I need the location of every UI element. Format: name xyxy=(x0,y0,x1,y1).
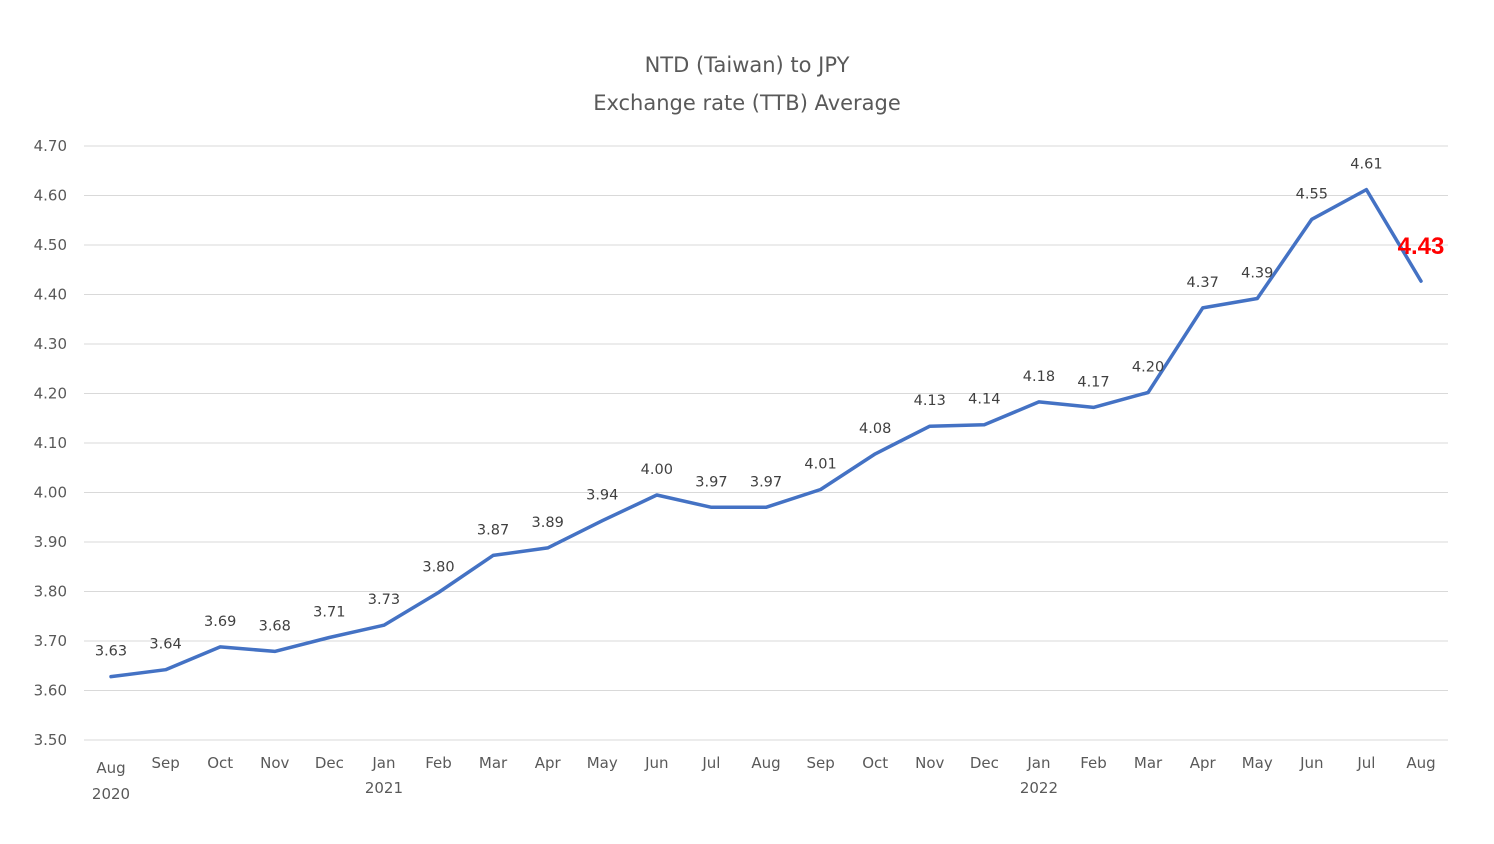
y-tick-label: 3.60 xyxy=(34,682,67,700)
data-label: 3.64 xyxy=(149,637,181,653)
x-year-label: 2020 xyxy=(92,785,130,803)
x-tick-label: Aug xyxy=(751,754,780,772)
data-label: 3.80 xyxy=(422,559,454,575)
data-label: 4.39 xyxy=(1241,265,1273,281)
data-label: 4.17 xyxy=(1077,374,1109,390)
x-tick-label: Dec xyxy=(970,754,999,772)
data-label: 3.68 xyxy=(259,618,291,634)
x-tick-label: Nov xyxy=(260,754,289,772)
x-tick-label: Sep xyxy=(151,754,179,772)
x-axis-ticks: Aug Sep Oct Nov Dec Jan Feb Mar Apr May Jun Jul Aug S… xyxy=(92,754,1436,803)
x-tick-label: Jun xyxy=(1299,754,1323,772)
x-tick-label: Jul xyxy=(1356,754,1375,772)
y-tick-label: 4.10 xyxy=(34,434,67,452)
series-layer xyxy=(109,187,1423,679)
x-year-label: 2021 xyxy=(365,779,403,797)
y-tick-label: 4.70 xyxy=(34,137,67,155)
data-label: 4.01 xyxy=(804,457,836,473)
data-label: 3.89 xyxy=(532,515,564,531)
x-tick-label: Nov xyxy=(915,754,944,772)
x-tick-label: Jan xyxy=(371,754,395,772)
series-line xyxy=(109,187,1423,679)
data-label: 4.08 xyxy=(859,421,891,437)
data-label: 4.20 xyxy=(1132,360,1164,376)
x-tick-label: Jan xyxy=(1026,754,1050,772)
data-label: 4.00 xyxy=(641,462,673,478)
data-label: 3.97 xyxy=(750,474,782,490)
x-tick-label: Mar xyxy=(1134,754,1163,772)
x-tick-label: Feb xyxy=(425,754,452,772)
y-tick-label: 4.30 xyxy=(34,335,67,353)
x-tick-label: Oct xyxy=(207,754,233,772)
x-tick-label: Oct xyxy=(862,754,888,772)
x-tick-label: Sep xyxy=(806,754,834,772)
data-label: 3.97 xyxy=(695,474,727,490)
data-label: 3.94 xyxy=(586,488,618,504)
y-tick-label: 3.80 xyxy=(34,583,67,601)
data-label: 3.73 xyxy=(368,592,400,608)
data-label: 4.13 xyxy=(914,393,946,409)
data-label: 3.63 xyxy=(95,644,127,660)
data-label: 4.14 xyxy=(968,392,1000,408)
data-label: 4.55 xyxy=(1296,186,1328,202)
chart-subtitle: Exchange rate (TTB) Average xyxy=(593,91,901,115)
y-tick-label: 3.90 xyxy=(34,533,67,551)
data-labels: 3.63 3.64 3.69 3.68 3.71 3.73 3.80 3.87 3.89 3.94… xyxy=(95,157,1445,660)
x-tick-label: May xyxy=(587,754,618,772)
x-tick-label: Jul xyxy=(701,754,720,772)
x-tick-label: Aug xyxy=(96,759,125,777)
y-tick-label: 3.50 xyxy=(34,731,67,749)
x-tick-label: Feb xyxy=(1080,754,1107,772)
data-label: 3.69 xyxy=(204,614,236,630)
data-label: 3.87 xyxy=(477,522,509,538)
x-tick-label: Jun xyxy=(644,754,668,772)
y-tick-label: 4.00 xyxy=(34,484,67,502)
x-tick-label: Mar xyxy=(479,754,508,772)
data-label: 4.61 xyxy=(1350,157,1382,173)
chart-title: NTD (Taiwan) to JPY xyxy=(645,53,850,77)
x-year-label: 2022 xyxy=(1020,779,1058,797)
data-label-highlight: 4.43 xyxy=(1398,233,1445,260)
y-tick-label: 4.50 xyxy=(34,236,67,254)
x-tick-label: Dec xyxy=(315,754,344,772)
data-label: 3.71 xyxy=(313,605,345,621)
data-label: 4.37 xyxy=(1187,275,1219,291)
x-tick-label: Aug xyxy=(1406,754,1435,772)
y-tick-label: 4.20 xyxy=(34,385,67,403)
x-tick-label: Apr xyxy=(1190,754,1217,772)
gridlines xyxy=(84,145,1448,741)
y-tick-label: 4.60 xyxy=(34,187,67,205)
y-axis-ticks: 3.50 3.60 3.70 3.80 3.90 4.00 4.10 4.20 4.30 4.40… xyxy=(34,137,67,749)
x-tick-label: Apr xyxy=(535,754,562,772)
y-tick-label: 3.70 xyxy=(34,632,67,650)
x-tick-label: May xyxy=(1242,754,1273,772)
y-tick-label: 4.40 xyxy=(34,286,67,304)
data-label: 4.18 xyxy=(1023,369,1055,385)
